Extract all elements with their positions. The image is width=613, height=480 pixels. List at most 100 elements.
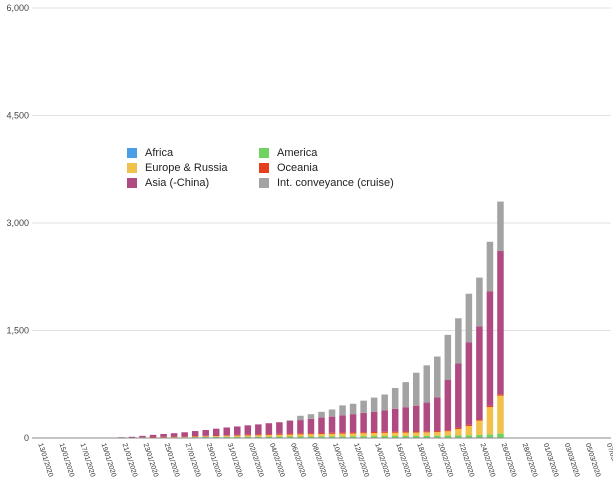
bar-segment-oceania — [402, 431, 409, 433]
bar-segment-oceania — [349, 432, 357, 434]
y-axis-ticks: 0 1,500 3,000 4,500 6,000 — [6, 3, 29, 443]
bar-segment-america — [402, 435, 409, 438]
bar-segment-europe-russia — [160, 437, 167, 438]
bar-segment-america — [423, 435, 431, 438]
bar-segment-oceania — [328, 432, 336, 434]
x-tick-label: 14/02/2020 — [373, 442, 391, 478]
bar-segment-asia-china — [202, 430, 209, 436]
bar-segment-asia-china — [328, 416, 336, 433]
bar-segment-europe-russia — [402, 432, 409, 436]
x-tick-label: 24/02/2020 — [479, 442, 497, 478]
legend-item: Asia (-China) — [127, 175, 259, 190]
bar-segment-europe-russia — [465, 425, 473, 436]
legend: Africa America Europe & Russia Oceania Asia … — [127, 145, 427, 190]
bar-segment-int-conveyance-cruise — [349, 403, 357, 415]
bar-segment-america — [255, 436, 262, 438]
bar-segment-asia-china — [118, 437, 125, 438]
bar-segment-asia-china — [381, 410, 388, 432]
bar-segment-oceania — [223, 435, 231, 436]
bar-segment-europe-russia — [370, 433, 378, 437]
bar-segment-europe-russia — [444, 431, 452, 436]
x-tick-label: 25/01/2020 — [163, 442, 181, 478]
bar-segment-europe-russia — [486, 407, 494, 435]
bar-segment-europe-russia — [202, 436, 209, 437]
legend-swatch — [259, 177, 269, 188]
bar-segment-europe-russia — [318, 434, 325, 437]
x-tick-label: 13/01/2020 — [36, 442, 54, 478]
bar-segment-america — [412, 435, 420, 438]
bar-segment-oceania — [244, 434, 252, 436]
bar-segment-america — [234, 436, 241, 438]
bar-segment-oceania — [423, 431, 431, 433]
bar-segment-asia-china — [181, 432, 188, 437]
legend-label: America — [277, 146, 318, 159]
bar-segment-europe-russia — [286, 434, 294, 437]
x-tick-label: 07/03/2020 — [605, 442, 613, 478]
bar-segment-america — [434, 435, 441, 438]
bar-segment-america — [465, 435, 473, 438]
bar-segment-int-conveyance-cruise — [486, 241, 494, 292]
bar-segment-europe-russia — [181, 436, 188, 438]
legend-label: Oceania — [277, 161, 318, 174]
bar-segment-america — [476, 434, 483, 438]
bar-segment-europe-russia — [391, 432, 399, 436]
bar-segment-asia-china — [255, 424, 262, 435]
y-tick-label: 6,000 — [6, 3, 29, 13]
x-tick-label: 29/01/2020 — [205, 442, 223, 478]
legend-swatch — [259, 147, 269, 158]
bar-segment-int-conveyance-cruise — [339, 405, 346, 416]
bar-segment-asia-china — [297, 420, 304, 434]
bar-segment-america — [318, 436, 325, 438]
bar-segment-asia-china — [360, 412, 367, 433]
bar-segment-america — [286, 436, 294, 438]
bar-segment-america — [455, 435, 462, 438]
bar-segment-america — [381, 435, 388, 438]
bar-segment-asia-china — [497, 251, 504, 395]
bar-segment-america — [202, 436, 209, 438]
bar-segment-oceania — [486, 405, 494, 408]
legend-item: Int. conveyance (cruise) — [259, 175, 427, 190]
bar-segment-int-conveyance-cruise — [391, 387, 399, 409]
bar-segment-europe-russia — [423, 432, 431, 436]
x-tick-label: 02/02/2020 — [247, 442, 265, 478]
bar-segment-int-conveyance-cruise — [307, 414, 315, 419]
bar-segment-america — [276, 436, 283, 438]
bar-segment-oceania — [497, 394, 504, 396]
bar-segment-europe-russia — [234, 435, 241, 437]
bar-segment-asia-china — [170, 433, 178, 437]
bar-segment-oceania — [170, 436, 178, 438]
bar-segment-europe-russia — [223, 435, 231, 437]
bar-segment-america — [497, 433, 504, 438]
legend-swatch — [259, 162, 269, 173]
bar-segment-asia-china — [465, 342, 473, 425]
bar-segment-asia-china — [149, 434, 157, 437]
legend-label: Europe & Russia — [145, 161, 228, 174]
bar-segment-europe-russia — [339, 433, 346, 437]
bar-segment-oceania — [391, 431, 399, 433]
bar-segment-int-conveyance-cruise — [328, 409, 336, 417]
bar-segment-asia-china — [391, 408, 399, 432]
bar-segment-oceania — [191, 436, 199, 437]
x-tick-label: 05/03/2020 — [584, 442, 602, 478]
bar-segment-oceania — [276, 433, 283, 435]
bar-segment-oceania — [476, 419, 483, 421]
bar-segment-int-conveyance-cruise — [434, 356, 441, 398]
bar-segment-europe-russia — [255, 435, 262, 437]
bar-segment-europe-russia — [170, 436, 178, 438]
bar-segment-oceania — [234, 434, 241, 436]
bar-segment-america — [370, 436, 378, 438]
legend-swatch — [127, 177, 137, 188]
x-tick-label: 31/01/2020 — [226, 442, 244, 478]
x-tick-label: 21/01/2020 — [121, 442, 139, 478]
bar-segment-asia-china — [139, 435, 146, 438]
bar-segment-europe-russia — [349, 433, 357, 437]
x-tick-label: 22/02/2020 — [457, 442, 475, 478]
legend-label: Asia (-China) — [145, 176, 210, 189]
x-tick-label: 01/03/2020 — [542, 442, 560, 478]
x-tick-label: 12/02/2020 — [352, 442, 370, 478]
bar-segment-oceania — [307, 433, 315, 435]
bar-segment-oceania — [381, 431, 388, 433]
bar-segment-int-conveyance-cruise — [476, 277, 483, 327]
bar-segment-europe-russia — [244, 435, 252, 437]
